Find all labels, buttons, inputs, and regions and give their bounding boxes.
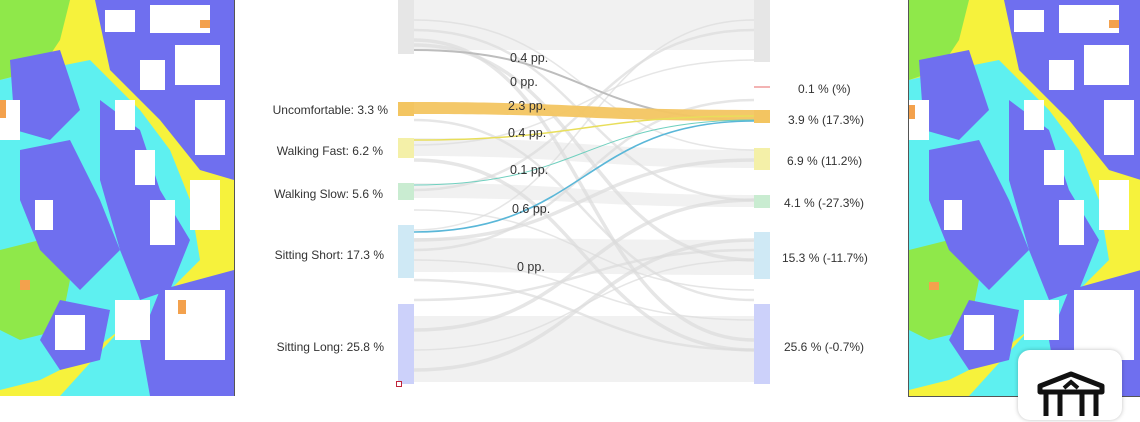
flow-minor: [413, 209, 755, 291]
right-node-sitting-short: [754, 232, 770, 279]
flow-minor: [413, 278, 755, 352]
right-node-walking-fast: [754, 148, 770, 170]
right-node-label: 6.9 % (11.2%): [787, 154, 862, 168]
flow-label: 0.4 pp.: [508, 126, 546, 140]
right-node-label: 25.6 % (-0.7%): [784, 340, 864, 354]
flow-neutral-neutral: [414, 0, 754, 50]
flow-uncomfortable-to-uncomfortable: [414, 102, 754, 121]
left-node-walking-slow: [398, 183, 414, 200]
flow-group: [413, 0, 755, 382]
comfort-map-before: [0, 0, 235, 396]
right-node-label: 0.1 % (%): [798, 82, 851, 96]
right-node-undefined: [754, 86, 770, 88]
right-node-label: 3.9 % (17.3%): [788, 113, 864, 127]
left-node-label: Uncomfortable: 3.3 %: [273, 103, 389, 117]
flow-minor: [413, 198, 755, 332]
sankey-diagram: Uncomfortable: 3.3 % Walking Fast: 6.2 %…: [273, 0, 868, 384]
flow-minor: [413, 259, 755, 321]
right-node-sitting-long: [754, 304, 770, 384]
flow-long-long: [414, 316, 754, 382]
flow-minor: [413, 19, 755, 231]
logo-card[interactable]: [1018, 350, 1122, 420]
comfort-map-after: [908, 0, 1140, 397]
flow-minor: [413, 158, 755, 352]
left-node-label: Sitting Short: 17.3 %: [275, 248, 385, 262]
flow-label: 0.4 pp.: [510, 51, 548, 65]
left-node-walking-fast: [398, 138, 414, 158]
node-group: [398, 0, 770, 384]
building-logo-icon: [1037, 371, 1105, 416]
flow-label: 0.6 pp.: [512, 202, 550, 216]
flow-minor: [413, 59, 755, 146]
resize-handle[interactable]: [396, 381, 402, 387]
flow-slow-to-uncomfortable: [413, 119, 755, 186]
flow-minor: [413, 98, 755, 252]
right-node-uncomfortable: [754, 110, 770, 123]
left-node-label: Sitting Long: 25.8 %: [277, 340, 385, 354]
left-node-sitting-short: [398, 225, 414, 278]
left-node-sitting-long: [398, 304, 414, 384]
flow-minor: [413, 238, 755, 372]
right-node-label: 4.1 % (-27.3%): [784, 196, 864, 210]
right-node-walking-slow: [754, 195, 770, 208]
left-node-neutral: [398, 0, 414, 54]
flow-minor: [413, 118, 755, 302]
flow-label: 0 pp.: [517, 260, 545, 274]
flow-minor: [413, 38, 755, 342]
flow-label: 0 pp.: [510, 75, 538, 89]
right-node-neutral: [754, 0, 770, 62]
flow-short-to-uncomfortable: [413, 120, 755, 233]
flow-label: 0.1 pp.: [510, 163, 548, 177]
flow-label: 2.3 pp.: [508, 99, 546, 113]
flow-minor: [413, 248, 755, 302]
left-node-uncomfortable: [398, 102, 414, 116]
flow-slow-slow: [414, 183, 754, 207]
left-node-label: Walking Slow: 5.6 %: [274, 187, 383, 201]
flow-fast-to-uncomfortable: [413, 115, 755, 141]
right-node-label: 15.3 % (-11.7%): [782, 251, 868, 265]
flow-minor: [413, 158, 755, 242]
left-node-label: Walking Fast: 6.2 %: [277, 144, 384, 158]
